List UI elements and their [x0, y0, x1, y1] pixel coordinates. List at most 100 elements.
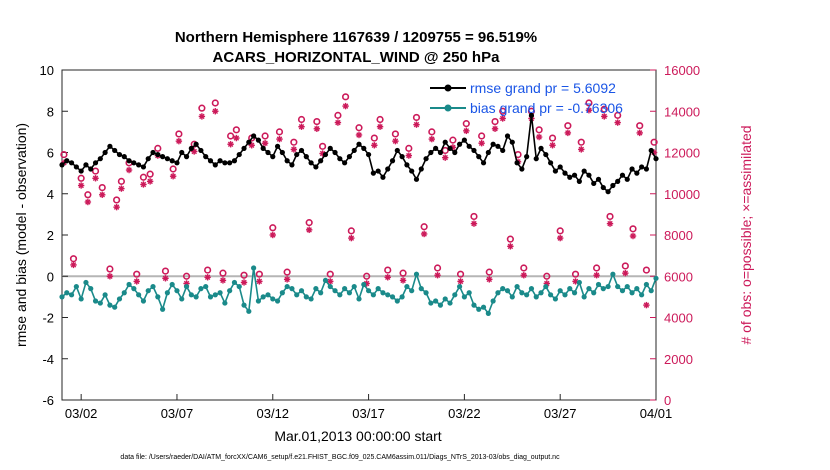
- rmse-point: [131, 160, 137, 166]
- bias-point: [231, 279, 238, 286]
- obs-assimilated-point: [162, 275, 169, 282]
- bias-point: [298, 288, 305, 294]
- rmse-point: [500, 147, 506, 154]
- rmse-point: [552, 168, 559, 174]
- obs-assimilated-point: [140, 181, 147, 188]
- bias-point: [73, 283, 79, 290]
- x-tick-label: 03/02: [65, 406, 98, 421]
- rmse-point: [447, 145, 453, 151]
- obs-possible-point: [485, 268, 493, 276]
- bias-point: [183, 283, 190, 290]
- bias-point: [198, 286, 204, 292]
- bias-point: [227, 288, 233, 294]
- bias-point: [514, 283, 520, 290]
- obs-possible-point: [117, 177, 125, 185]
- rmse-point: [303, 154, 309, 160]
- bias-point: [265, 292, 271, 298]
- rmse-point: [485, 149, 491, 156]
- y-tick-label: 6: [47, 146, 54, 161]
- obs-assimilated-point: [478, 140, 485, 147]
- obs-possible-point: [169, 165, 177, 173]
- bias-point: [270, 296, 276, 302]
- obs-possible-point: [297, 115, 306, 124]
- obs-possible-point: [363, 272, 371, 280]
- bias-point: [289, 286, 295, 292]
- rmse-point: [600, 184, 606, 191]
- rmse-point: [389, 158, 396, 164]
- obs-possible-point: [592, 264, 601, 272]
- obs-assimilated-point: [355, 131, 363, 139]
- obs-possible-point: [412, 113, 421, 122]
- rmse-point: [423, 156, 429, 162]
- obs-assimilated-point: [371, 142, 378, 149]
- rmse-point: [251, 133, 257, 139]
- rmse-point: [495, 143, 501, 149]
- rmse-point: [227, 160, 233, 166]
- obs-possible-point: [161, 267, 170, 275]
- obs-assimilated-point: [499, 115, 506, 122]
- rmse-point: [480, 160, 487, 166]
- obs-possible-point: [227, 132, 235, 140]
- rmse-point: [150, 149, 156, 156]
- bias-point: [212, 292, 218, 298]
- bias-point: [346, 290, 353, 296]
- rmse-point: [107, 143, 113, 149]
- obs-possible-point: [433, 264, 442, 272]
- x-tick-label: 03/27: [544, 406, 577, 421]
- rmse-point: [557, 164, 563, 170]
- bias-point: [203, 283, 209, 290]
- obs-assimilated-point: [434, 272, 441, 279]
- bias-point: [97, 300, 103, 306]
- bias-point: [68, 292, 75, 298]
- bias-point: [610, 271, 616, 277]
- rmse-point: [591, 180, 597, 187]
- obs-possible-point: [571, 270, 580, 278]
- rmse-point: [327, 145, 333, 151]
- obs-possible-point: [240, 271, 248, 279]
- rmse-point: [140, 164, 147, 170]
- obs-possible-point: [621, 262, 629, 270]
- rmse-point: [466, 143, 472, 149]
- left-axis: -6 -4 -2 0 2 4 6 8 10: [40, 63, 68, 408]
- bias-point: [581, 294, 587, 300]
- obs-assimilated-point: [227, 141, 234, 148]
- obs-possible-point: [600, 105, 608, 113]
- bias-point: [490, 298, 496, 304]
- obs-possible-point: [341, 93, 350, 101]
- obs-assimilated-point: [133, 278, 140, 285]
- obs-possible-point: [456, 270, 465, 278]
- bias-point: [78, 296, 84, 302]
- obs-possible-point: [585, 99, 593, 107]
- rmse-point: [270, 154, 276, 160]
- bias-point: [155, 294, 161, 300]
- rmse-point: [461, 137, 467, 143]
- obs-assimilated-point: [269, 231, 276, 239]
- obs-possible-point: [219, 269, 227, 277]
- obs-possible-point: [405, 144, 413, 152]
- bias-point: [342, 286, 348, 292]
- rmse-point: [164, 156, 170, 162]
- obs-possible-point: [232, 126, 240, 134]
- bias-point: [595, 281, 602, 288]
- rmse-point: [385, 166, 391, 172]
- rmse-point: [289, 162, 295, 168]
- bias-point: [356, 296, 362, 302]
- rmse-point: [648, 147, 654, 154]
- bias-point: [251, 265, 257, 271]
- obs-assimilated-point: [283, 276, 291, 283]
- rmse-point: [437, 149, 444, 156]
- rmse-point: [78, 168, 84, 174]
- obs-assimilated-point: [212, 108, 219, 115]
- obs-possible-point: [506, 235, 514, 243]
- obs-possible-point: [520, 264, 528, 272]
- rmse-point: [222, 160, 228, 166]
- obs-assimilated-point: [84, 198, 92, 206]
- rmse-point: [380, 174, 386, 180]
- y2-tick-label: 4000: [664, 311, 693, 326]
- rmse-point: [112, 147, 118, 154]
- obs-assimilated-point: [535, 133, 543, 141]
- obs-assimilated-point: [125, 166, 133, 174]
- bias-point: [83, 279, 89, 286]
- obs-assimilated-point: [169, 173, 177, 180]
- bias-point: [102, 292, 108, 298]
